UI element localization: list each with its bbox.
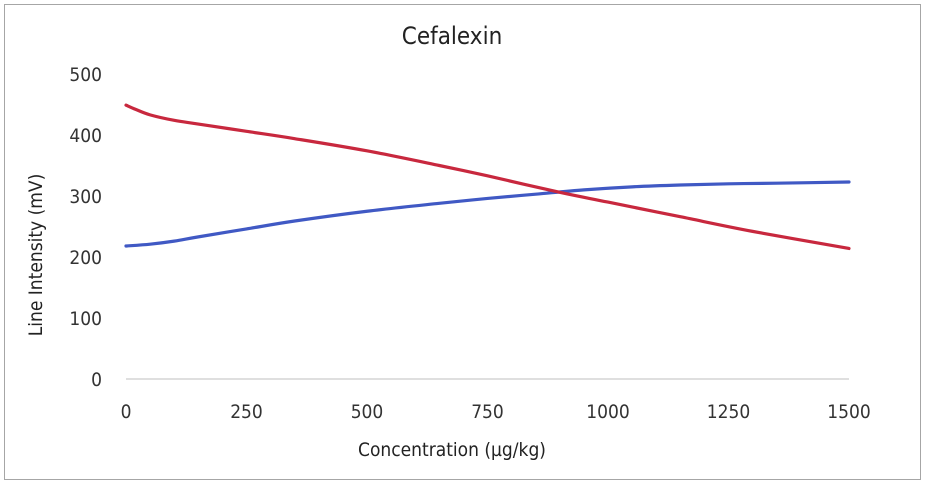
y-tick-label: 0 <box>91 369 102 391</box>
series-lines <box>124 103 851 251</box>
chart-title: Cefalexin <box>402 22 503 50</box>
x-tick-label: 1000 <box>586 401 630 423</box>
y-tick-label: 100 <box>69 308 102 330</box>
y-tick-labels: 0 100 200 300 400 500 <box>69 64 102 391</box>
x-tick-label: 1250 <box>707 401 751 423</box>
x-tick-labels: 0 250 500 750 1000 1250 1500 <box>121 401 871 423</box>
y-tick-label: 500 <box>69 64 102 86</box>
x-tick-label: 500 <box>351 401 384 423</box>
x-tick-label: 750 <box>471 401 504 423</box>
y-tick-label: 300 <box>69 186 102 208</box>
y-tick-label: 400 <box>69 125 102 147</box>
x-axis-label: Concentration (µg/kg) <box>358 439 546 461</box>
series-line-2 <box>124 103 851 251</box>
series-line-1 <box>124 180 851 248</box>
y-axis-label: Line Intensity (mV) <box>25 174 47 337</box>
x-tick-label: 1500 <box>827 401 871 423</box>
x-tick-label: 250 <box>230 401 263 423</box>
y-tick-label: 200 <box>69 247 102 269</box>
x-tick-label: 0 <box>121 401 132 423</box>
